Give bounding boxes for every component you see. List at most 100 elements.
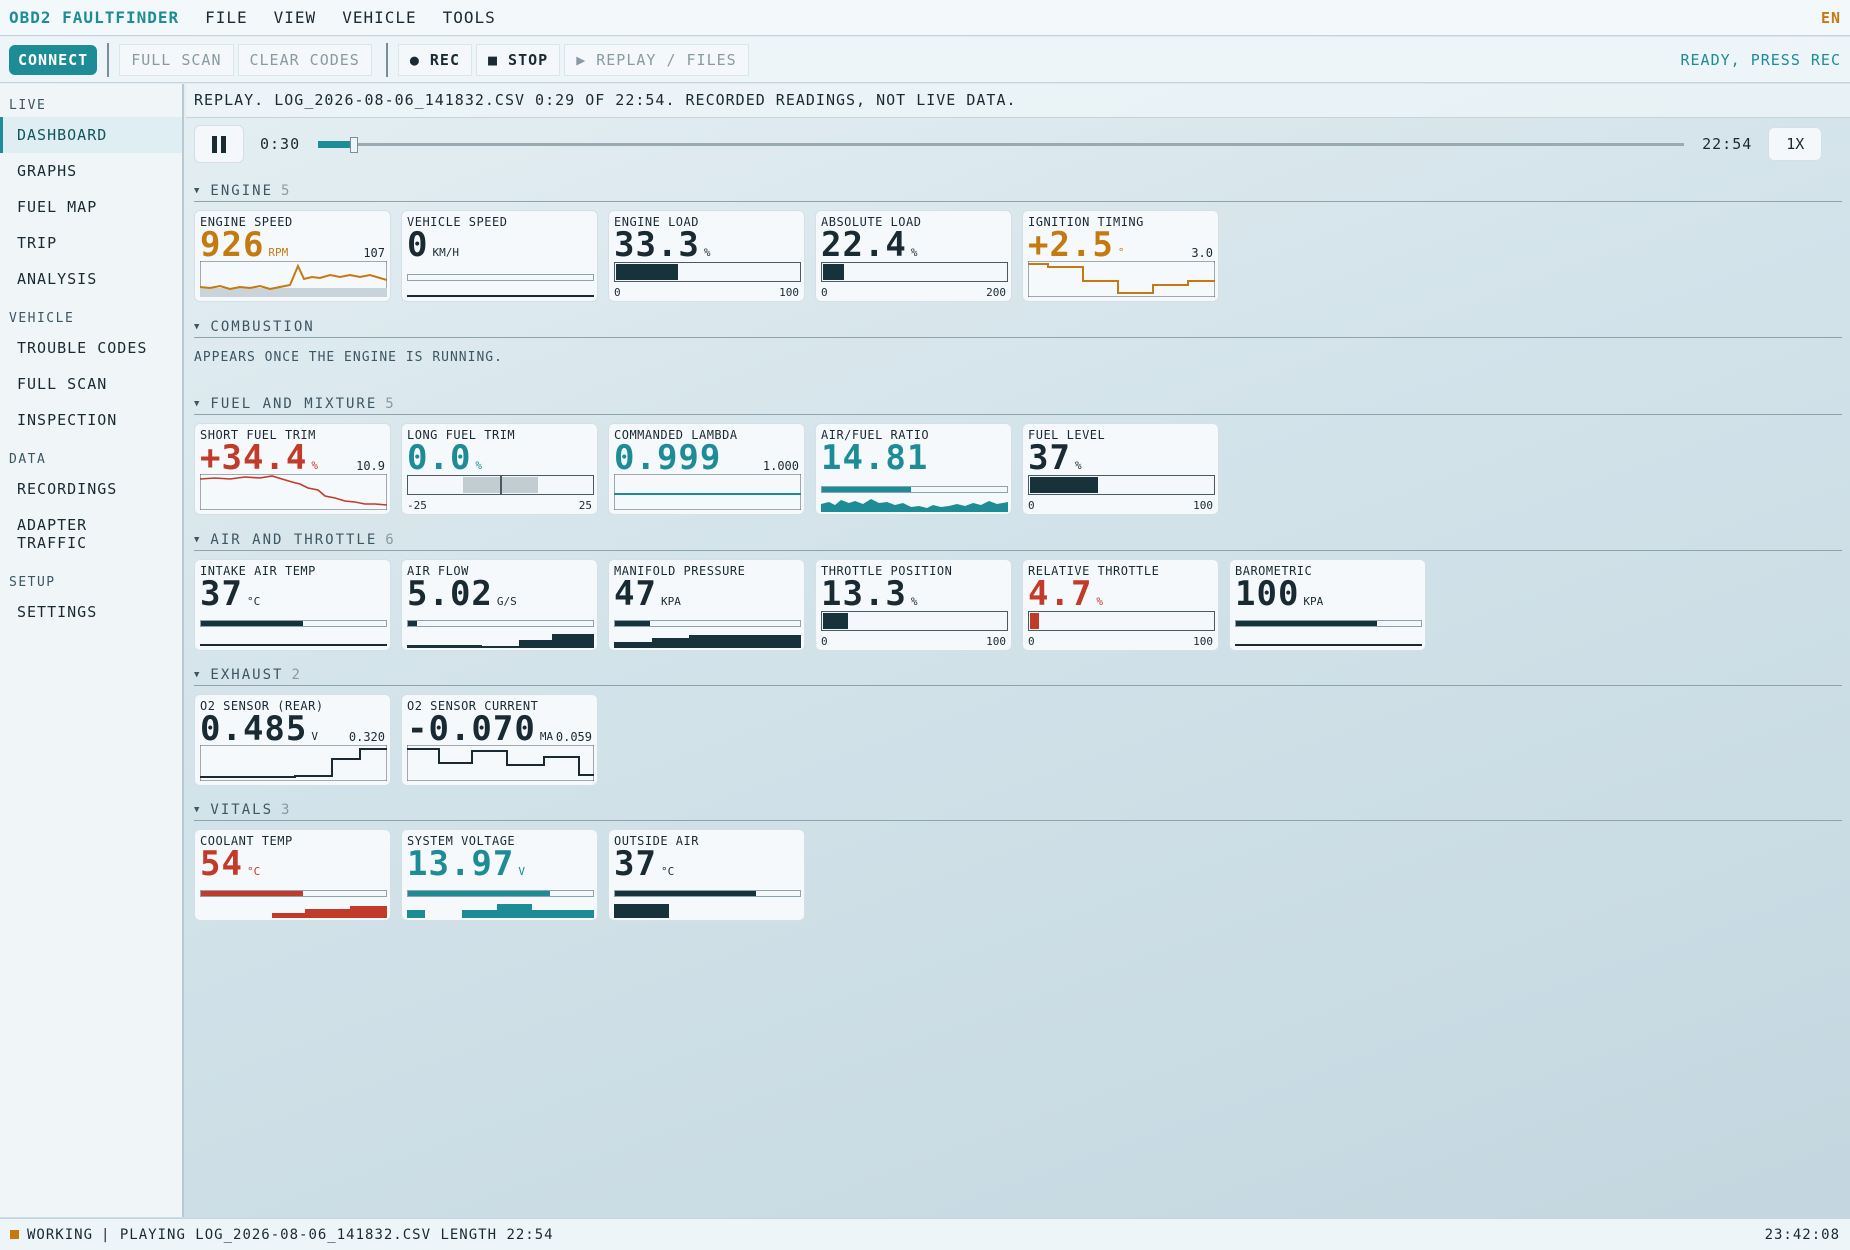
card-barometric[interactable]: BAROMETRIC 100 KPA [1229,559,1426,651]
sparkline-system-voltage [407,904,594,918]
card-intake-air-temp[interactable]: INTAKE AIR TEMP 37 °C [194,559,391,651]
card-o2-sensor-rear[interactable]: O2 SENSOR (REAR) 0.485 V 0.320 [194,694,391,786]
card-unit: % [910,246,918,259]
card-scale-min: 0 [614,286,621,299]
card-ignition-timing[interactable]: IGNITION TIMING +2.5 ° 3.0 [1022,210,1219,302]
sidebar-item-full-scan[interactable]: FULL SCAN [17,375,108,393]
sparkline-o2-rear [200,745,387,781]
card-scale-max: 1.000 [762,459,799,473]
card-unit: MA [539,730,554,743]
card-manifold-pressure[interactable]: MANIFOLD PRESSURE 47 KPA [608,559,805,651]
card-air-flow[interactable]: AIR FLOW 5.02 G/S [401,559,598,651]
card-short-fuel-trim[interactable]: SHORT FUEL TRIM +34.4% 10.9 [194,423,391,515]
card-o2-sensor-current[interactable]: O2 SENSOR CURRENT -0.070 MA 0.059 [401,694,598,786]
card-scale-max: 100 [1193,499,1213,512]
long-fuel-trim-bar [407,475,594,495]
card-throttle-position[interactable]: THROTTLE POSITION 13.3% 0 100 [815,559,1012,651]
card-long-fuel-trim[interactable]: LONG FUEL TRIM 0.0% -25 25 [401,423,598,515]
sidebar-item-fuel-map[interactable]: FUEL MAP [17,198,98,216]
collapse-arrow-icon: ▼ [194,186,202,196]
section-title: AIR AND THROTTLE [210,532,378,548]
card-label: AIR FLOW [407,564,469,578]
card-scale-max: 200 [986,286,1006,299]
section-header-air[interactable]: ▼ AIR AND THROTTLE 6 [194,529,1842,551]
section-header-vitals[interactable]: ▼ VITALS 3 [194,799,1842,821]
card-engine-load[interactable]: ENGINE LOAD 33.3% 0 100 [608,210,805,302]
section-title: EXHAUST [210,667,284,683]
card-value: 0.485 [200,709,308,749]
collapse-arrow-icon: ▼ [194,399,202,409]
coolant-temp-bar [200,890,387,897]
card-unit: ° [1117,246,1125,259]
outside-air-bar-fill [615,891,756,896]
playback-speed-button[interactable]: 1X [1768,127,1823,161]
replay-seek-slider[interactable] [318,137,1685,153]
throttle-position-bar-fill [823,613,848,629]
rec-button[interactable]: ● REC [397,43,472,76]
menu-vehicle[interactable]: VEHICLE [342,8,417,27]
sidebar-item-settings[interactable]: SETTINGS [17,603,98,621]
card-scale-max: 100 [1193,635,1213,648]
card-value: 5.02 [407,574,493,614]
app-title: OBD2 FAULTFINDER [9,8,180,27]
card-scale-min: 0 [821,286,828,299]
card-unit: RPM [268,246,289,259]
vehicle-speed-bar [407,274,594,281]
card-unit: G/S [496,595,517,608]
replay-files-button[interactable]: ▶ REPLAY / FILES [564,43,749,76]
seek-handle[interactable] [350,137,359,153]
sparkline-ignition-timing [1028,261,1215,297]
stop-button[interactable]: ■ STOP [476,43,561,76]
card-value: 0.999 [614,438,722,478]
sidebar-item-recordings[interactable]: RECORDINGS [17,480,118,498]
card-label: MANIFOLD PRESSURE [614,564,746,578]
card-label: IGNITION TIMING [1028,215,1144,229]
card-unit: V [518,865,525,878]
menubar: OBD2 FAULTFINDER FILE VIEW VEHICLE TOOLS… [0,0,1850,36]
section-header-exhaust[interactable]: ▼ EXHAUST 2 [194,664,1842,686]
sidebar-item-adapter-traffic[interactable]: ADAPTER TRAFFIC [17,516,88,552]
card-scale-min: -25 [407,499,427,512]
menu-tools[interactable]: TOOLS [442,8,496,27]
card-air-fuel-ratio[interactable]: AIR/FUEL RATIO 14.81 [815,423,1012,515]
card-fuel-level[interactable]: FUEL LEVEL 37% 0 100 [1022,423,1219,515]
barometric-bar-fill [1236,621,1377,626]
card-system-voltage[interactable]: SYSTEM VOLTAGE 13.97 V [401,829,598,921]
statusbar: WORKING | PLAYING LOG_2026-08-06_141832.… [0,1218,1850,1250]
sidebar-item-graphs[interactable]: GRAPHS [17,162,78,180]
card-label: INTAKE AIR TEMP [200,564,316,578]
card-vehicle-speed[interactable]: VEHICLE SPEED 0 KM/H [401,210,598,302]
card-unit: °C [660,865,675,878]
card-value: 13.3 [821,574,907,614]
section-title: COMBUSTION [210,319,315,335]
section-header-combustion[interactable]: ▼ COMBUSTION [194,316,1842,338]
card-scale-max: 100 [779,286,799,299]
card-coolant-temp[interactable]: COOLANT TEMP 54 °C [194,829,391,921]
clear-codes-button[interactable]: CLEAR CODES [237,43,372,76]
pause-button[interactable] [194,125,244,163]
sidebar-item-inspection[interactable]: INSPECTION [17,411,118,429]
card-outside-air[interactable]: OUTSIDE AIR 37 °C [608,829,805,921]
card-engine-speed[interactable]: ENGINE SPEED 926 RPM 107 [194,210,391,302]
sidebar-item-dashboard[interactable]: DASHBOARD [0,117,182,153]
full-scan-button[interactable]: FULL SCAN [119,43,234,76]
card-unit: % [910,595,918,608]
card-scale-max: 25 [578,499,592,512]
sidebar-item-analysis[interactable]: ANALYSIS [17,270,98,288]
section-header-fuel[interactable]: ▼ FUEL AND MIXTURE 5 [194,393,1842,415]
menu-file[interactable]: FILE [205,8,248,27]
seek-progress [318,141,355,148]
language-switch[interactable]: EN [1820,8,1841,27]
menu-view[interactable]: VIEW [273,8,317,27]
card-absolute-load[interactable]: ABSOLUTE LOAD 22.4% 0 200 [815,210,1012,302]
sidebar-item-trouble-codes[interactable]: TROUBLE CODES [17,339,148,357]
card-commanded-lambda[interactable]: COMMANDED LAMBDA 0.999 1.000 [608,423,805,515]
air-flow-bar [407,620,594,627]
card-relative-throttle[interactable]: RELATIVE THROTTLE 4.7% 0 100 [1022,559,1219,651]
section-header-engine[interactable]: ▼ ENGINE 5 [194,180,1842,202]
sidebar-item-trip[interactable]: TRIP [17,234,58,252]
sparkline-commanded-lambda [614,474,801,510]
nav-section-data: DATA [9,452,47,467]
connect-button[interactable]: CONNECT [9,44,98,75]
card-scale-max: 100 [986,635,1006,648]
